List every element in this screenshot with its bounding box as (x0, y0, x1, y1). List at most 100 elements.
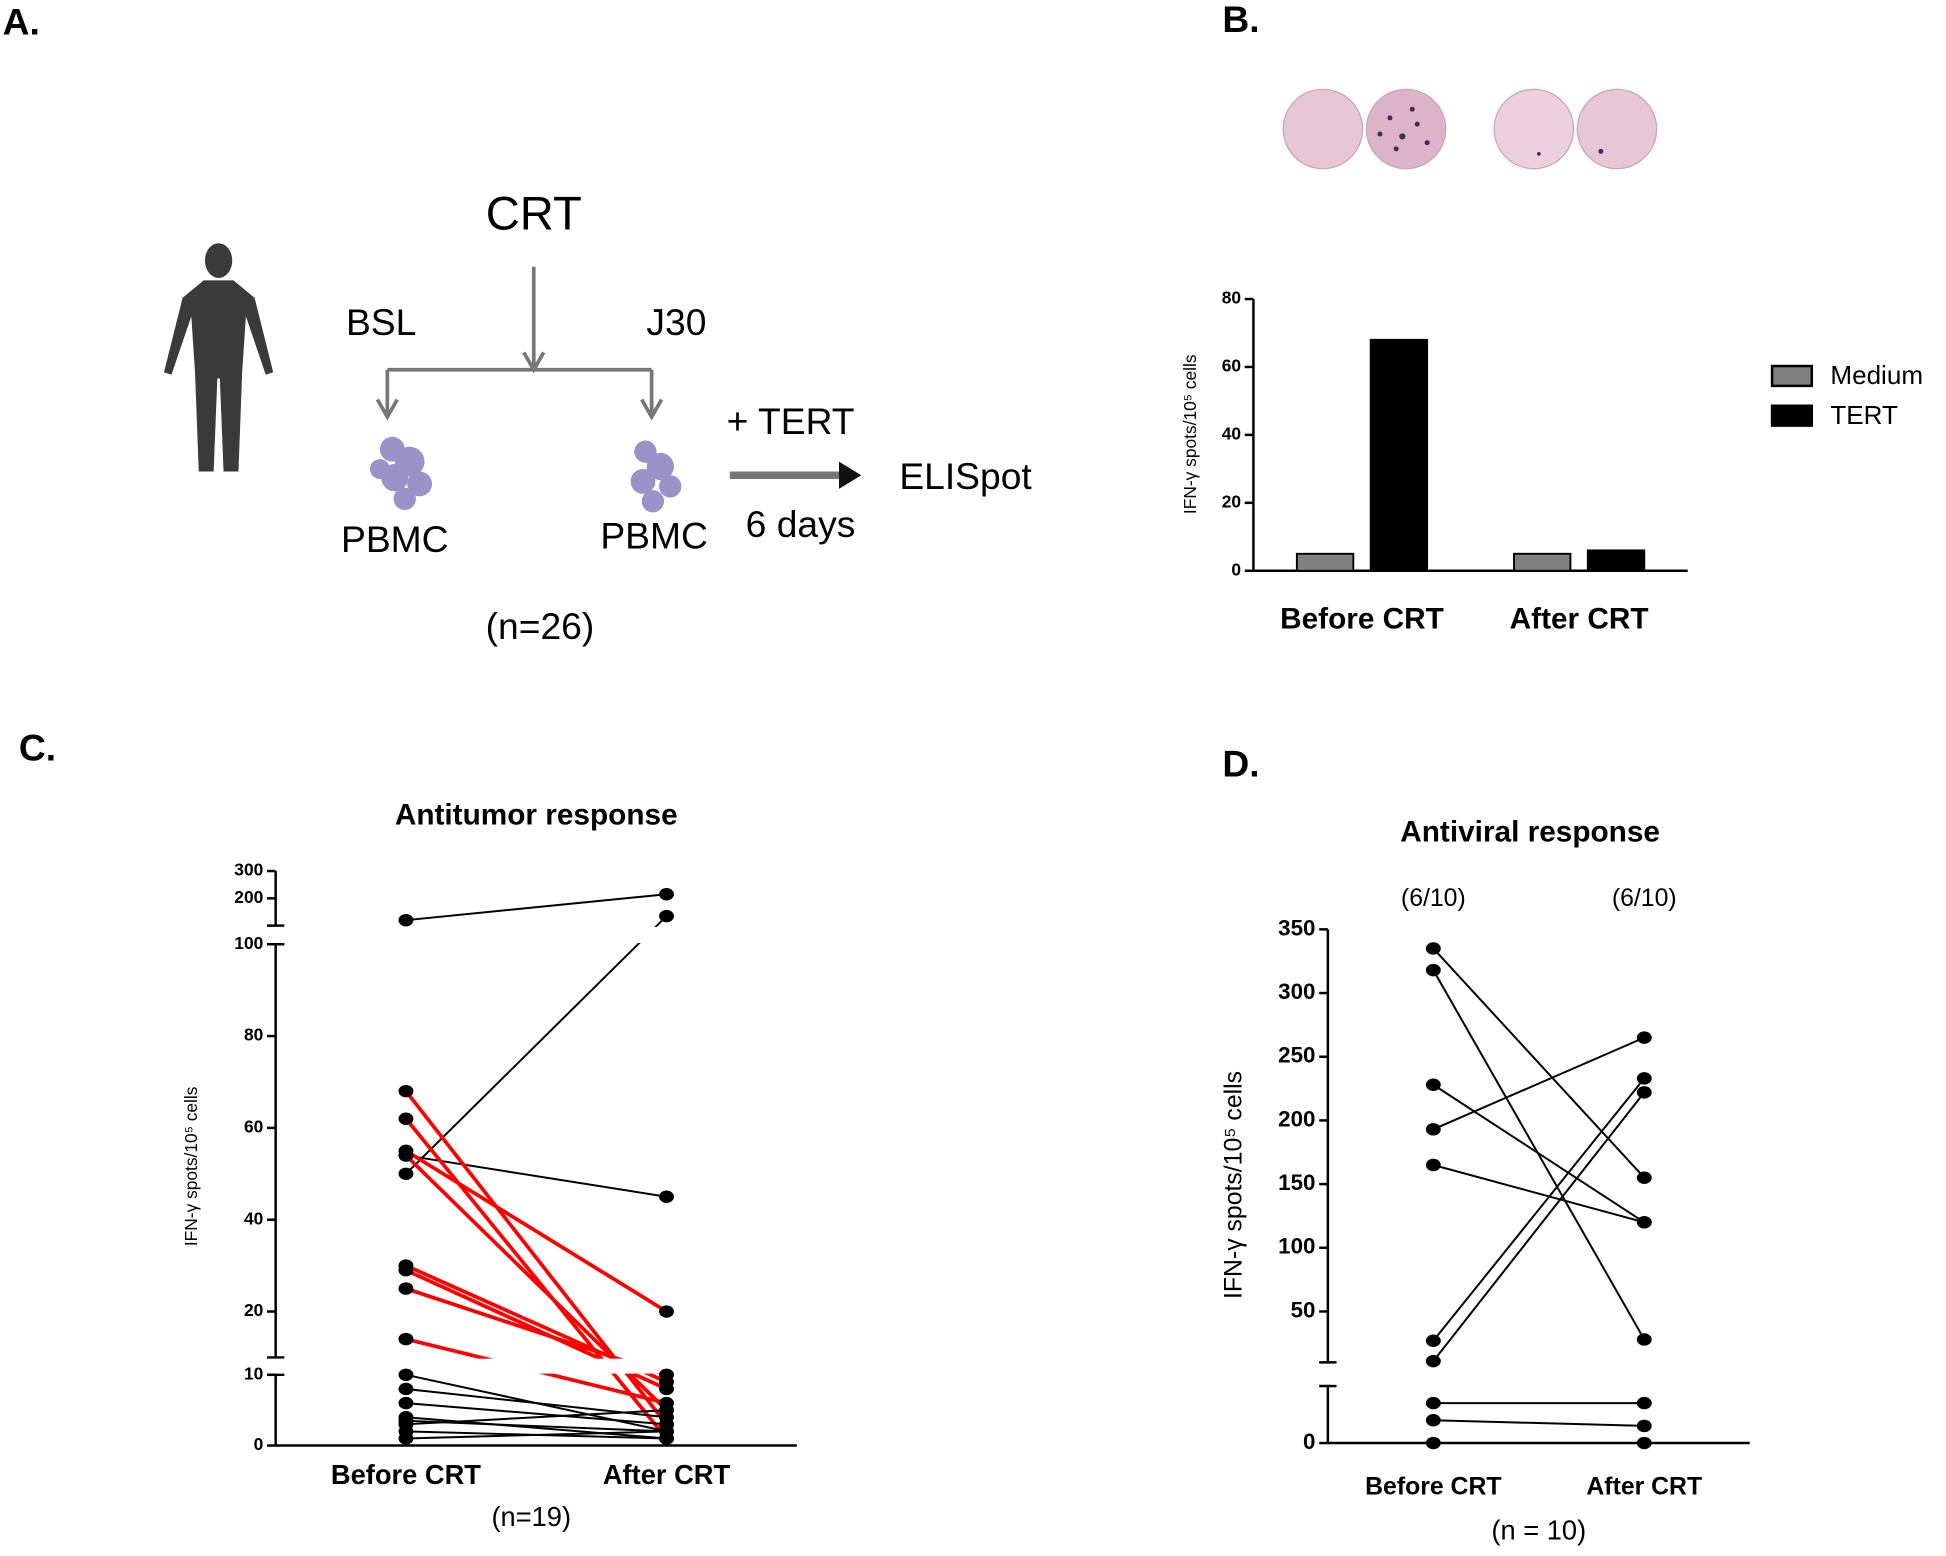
data-point (659, 909, 674, 923)
y-tick-label: 350 (1278, 915, 1315, 940)
chart-title: Antiviral response (1400, 816, 1660, 849)
y-tick-label: 20 (244, 1300, 263, 1320)
data-point (1636, 1171, 1652, 1184)
data-point (1425, 1158, 1441, 1172)
y-tick-label: 0 (1303, 1429, 1315, 1454)
data-point (1636, 1436, 1652, 1450)
data-point (398, 1382, 414, 1396)
x-tick-label: Before CRT (331, 1459, 481, 1490)
data-point (1425, 1078, 1441, 1091)
data-point (1636, 1333, 1652, 1346)
data-point (1425, 1396, 1441, 1410)
y-tick-label: 80 (1222, 288, 1241, 308)
y-tick-label: 50 (1291, 1297, 1316, 1322)
sample-size: (n = 10) (1491, 1515, 1586, 1546)
y-axis-label: IFN-γ spots/10⁵ cells (1220, 1071, 1247, 1299)
bar (1513, 552, 1572, 572)
y-tick-label: 0 (1231, 559, 1241, 579)
y-tick-label: 200 (234, 887, 263, 907)
data-point (398, 1332, 414, 1346)
data-point (1636, 1216, 1652, 1229)
axis-gap (279, 1358, 801, 1374)
bar (1295, 552, 1355, 572)
annotation: (6/10) (1401, 885, 1466, 912)
timepoint-label: J30 (646, 301, 706, 343)
y-tick-label: 150 (1278, 1170, 1315, 1195)
data-point (1636, 1419, 1652, 1433)
chart-title: Antitumor response (395, 798, 678, 831)
line (405, 893, 667, 922)
data-point (1425, 942, 1441, 955)
line (1432, 969, 1646, 1340)
data-point (1425, 963, 1441, 977)
data-point (398, 1282, 414, 1295)
line (405, 1416, 667, 1440)
assay-label: ELISpot (899, 455, 1032, 497)
line (404, 1149, 668, 1314)
line (405, 1402, 667, 1426)
cells-label: PBMC (341, 518, 449, 560)
y-axis-label: IFN-γ spots/10⁵ cells (181, 1086, 201, 1246)
y-tick-label: 100 (1278, 1234, 1315, 1259)
legend-swatch (1770, 404, 1814, 427)
data-point (1425, 1334, 1441, 1347)
diagram: A. CRT BSL J30 PBMC PBMC + TERT 6 days E… (3, 1, 1033, 647)
cells-label: PBMC (600, 514, 708, 556)
y-tick-label: 100 (234, 933, 263, 953)
y-tick-label: 80 (244, 1025, 263, 1045)
data-point (659, 1425, 674, 1438)
line (1432, 1036, 1645, 1131)
x-tick-label: Before CRT (1280, 602, 1444, 635)
data-point (398, 1167, 414, 1181)
data-point (1636, 1072, 1652, 1085)
sample-size: (n=26) (486, 605, 595, 647)
line (1432, 1083, 1645, 1224)
stimulus-label: + TERT (727, 400, 855, 442)
y-tick-label: 40 (244, 1208, 263, 1228)
data-point (398, 1368, 414, 1382)
bar (1586, 549, 1646, 572)
line (1432, 1091, 1646, 1362)
data-point (1636, 1086, 1652, 1099)
line (1433, 1164, 1645, 1224)
arrow-head (838, 461, 862, 489)
data-point (398, 1149, 414, 1162)
data-point (1425, 1436, 1441, 1450)
x-tick-label: After CRT (1586, 1473, 1702, 1500)
x-tick-label: After CRT (603, 1459, 731, 1490)
y-tick-label: 10 (244, 1363, 263, 1383)
arrows (375, 266, 842, 479)
line (405, 915, 668, 1175)
y-tick-label: 60 (244, 1116, 263, 1136)
line (405, 1154, 667, 1198)
data-point (659, 1403, 674, 1417)
y-axis-label: IFN-γ spots/10⁵ cells (1180, 354, 1200, 514)
data-point (1636, 1396, 1652, 1410)
data-point (659, 1382, 674, 1396)
sample-size: (n=19) (491, 1501, 571, 1532)
y-tick-label: 20 (1222, 491, 1241, 511)
data-point (659, 888, 674, 901)
bar (1369, 338, 1429, 572)
x-tick-label: After CRT (1510, 602, 1649, 635)
y-tick-label: 40 (1222, 423, 1241, 443)
chart: B. IFN-γ spots/10⁵ cells 0 20 40 60 80 Before C… (1180, 0, 1923, 635)
line (405, 1430, 667, 1440)
data-point (398, 913, 414, 927)
chart: D. Antiviral response IFN-γ spots/10⁵ cell… (1220, 743, 1754, 1546)
data-point (398, 1084, 414, 1098)
line (1432, 947, 1646, 1179)
line (1432, 1077, 1646, 1342)
y-tick-label: 250 (1278, 1043, 1315, 1068)
cell-cluster (369, 436, 682, 513)
data-point (1425, 1414, 1441, 1427)
y-tick-label: 300 (234, 860, 263, 880)
y-tick-label: 300 (1278, 979, 1315, 1004)
data-point (659, 1368, 674, 1382)
data-point (398, 1264, 414, 1277)
data-point (1425, 1354, 1441, 1368)
data-point (659, 1190, 674, 1203)
treatment-label: CRT (486, 187, 582, 240)
